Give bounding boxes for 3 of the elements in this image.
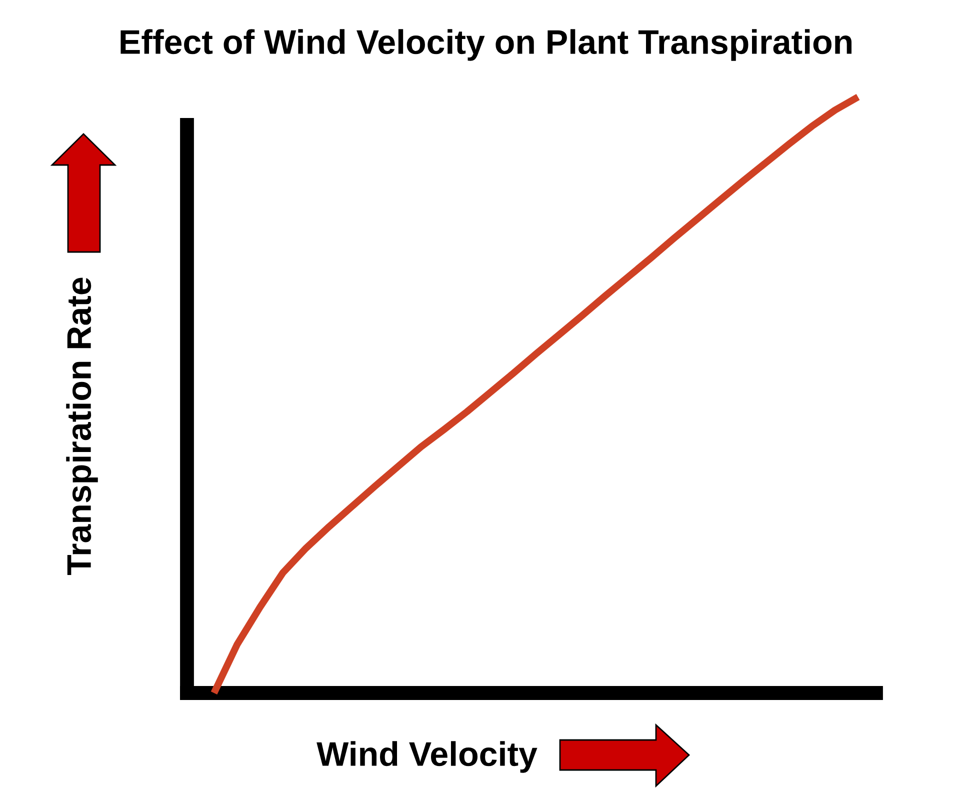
x-axis-title: Wind Velocity	[316, 741, 538, 773]
y-axis-title: Transpiration Rate	[66, 278, 98, 575]
chart-title: Effect of Wind Velocity on Plant Transpiration	[120, 29, 852, 61]
